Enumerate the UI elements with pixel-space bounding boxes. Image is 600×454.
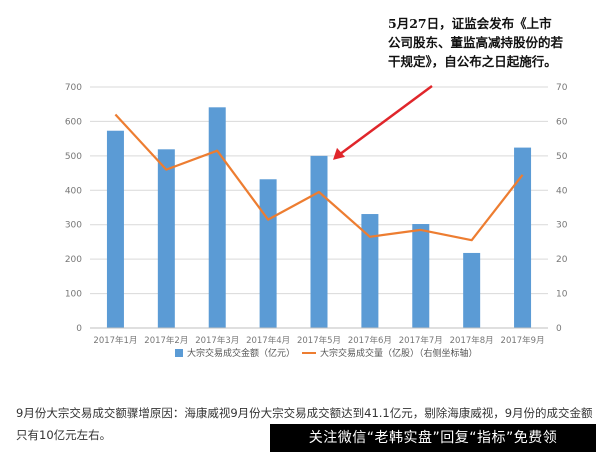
legend: 大宗交易成交金额（亿元） 大宗交易成交量（亿股）（右侧坐标轴） xyxy=(175,347,478,359)
y-right-tick-label: 20 xyxy=(556,255,568,265)
caption-text: 9月份大宗交易成交额骤增原因：海康威视9月份大宗交易成交额达到41.1亿元，剔除… xyxy=(16,406,593,442)
bar xyxy=(463,252,481,328)
x-tick-label: 2017年3月 xyxy=(195,335,239,346)
right-y-axis: 0 10 20 30 40 50 60 70 xyxy=(556,83,568,334)
left-y-axis: 0 100 200 300 400 500 600 700 xyxy=(65,83,82,334)
bar xyxy=(208,107,226,328)
annotation-arrow xyxy=(333,84,433,160)
y-right-tick-label: 30 xyxy=(556,221,568,231)
annotation-text: 5月27日，证监会发布《上市公司股东、董监高减持股份的若干规定》，自公布之日起施… xyxy=(388,16,564,69)
x-tick-label: 2017年2月 xyxy=(144,335,188,346)
bar-line-chart: 0 100 200 300 400 500 600 700 0 10 20 30 40 50 60 70 2… xyxy=(65,83,568,359)
bar xyxy=(412,224,430,328)
y-left-tick-label: 100 xyxy=(65,290,82,300)
x-tick-label: 2017年7月 xyxy=(399,335,443,346)
bar xyxy=(157,149,175,328)
legend-label-bar: 大宗交易成交金额（亿元） xyxy=(187,347,295,359)
y-left-tick-label: 400 xyxy=(65,186,82,196)
y-right-tick-label: 70 xyxy=(556,83,568,93)
bar xyxy=(106,130,124,328)
y-left-tick-label: 500 xyxy=(65,152,82,162)
bar xyxy=(514,147,532,328)
y-left-tick-label: 0 xyxy=(76,324,82,334)
y-left-tick-label: 700 xyxy=(65,83,82,93)
bar xyxy=(310,155,328,328)
x-tick-label: 2017年4月 xyxy=(246,335,290,346)
x-tick-label: 2017年9月 xyxy=(501,335,545,346)
y-right-tick-label: 50 xyxy=(556,152,568,162)
arrow-shaft xyxy=(338,84,433,156)
y-right-tick-label: 60 xyxy=(556,117,568,127)
y-left-tick-label: 200 xyxy=(65,255,82,265)
x-tick-label: 2017年1月 xyxy=(93,335,137,346)
x-axis: 2017年1月 2017年2月 2017年3月 2017年4月 2017年5月 2017年… xyxy=(90,327,548,346)
bar xyxy=(361,214,379,328)
promo-banner: 关注微信“老韩实盘”回复“指标”免费领 xyxy=(270,424,596,452)
y-left-tick-label: 300 xyxy=(65,221,82,231)
bar xyxy=(259,179,277,328)
y-left-tick-label: 600 xyxy=(65,117,82,127)
y-right-tick-label: 40 xyxy=(556,186,568,196)
bar-series xyxy=(106,107,532,328)
arrow-head xyxy=(333,147,345,160)
x-tick-label: 2017年6月 xyxy=(348,335,392,346)
x-tick-label: 2017年5月 xyxy=(297,335,341,346)
y-right-tick-label: 0 xyxy=(556,324,562,334)
y-right-tick-label: 10 xyxy=(556,290,568,300)
line-series xyxy=(114,113,524,242)
x-tick-label: 2017年8月 xyxy=(450,335,494,346)
legend-swatch-bar xyxy=(175,349,183,357)
legend-label-line: 大宗交易成交量（亿股）（右侧坐标轴） xyxy=(320,347,478,359)
